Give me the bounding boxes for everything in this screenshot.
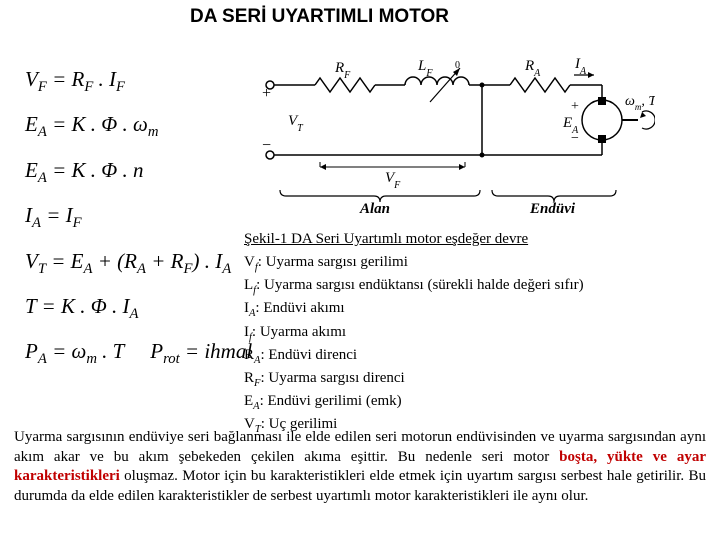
svg-text:+: + <box>262 85 271 102</box>
svg-text:+: + <box>571 99 579 114</box>
def-5: RA: Endüvi direnci <box>244 345 584 368</box>
svg-text:Alan: Alan <box>359 201 390 215</box>
eq-4: IA = IF <box>25 196 252 237</box>
svg-text:−: − <box>262 137 271 154</box>
svg-text:RF: RF <box>334 60 351 81</box>
svg-text:VF: VF <box>385 170 401 191</box>
svg-text:ωm, T: ωm, T <box>625 94 655 112</box>
eq-7: PA = ωm . T Prot = ihmal <box>25 332 252 373</box>
svg-text:VT: VT <box>288 113 304 134</box>
figure-caption: Şekil-1 DA Seri Uyartımlı motor eşdeğer … <box>244 231 528 248</box>
def-2: Lf: Uyarma sargısı endüktansı (sürekli h… <box>244 275 584 298</box>
def-6: RF: Uyarma sargısı direnci <box>244 368 584 391</box>
def-1: Vf: Uyarma sargısı gerilimi <box>244 252 584 275</box>
eq-1: VF = RF . IF <box>25 60 252 101</box>
eq-3: EA = K . Φ . n <box>25 151 252 192</box>
page-title: DA SERİ UYARTIMLI MOTOR <box>190 6 449 28</box>
eq-6: T = K . Φ . IA <box>25 287 252 328</box>
eq-5: VT = EA + (RA + RF) . IA <box>25 242 252 283</box>
svg-text:RA: RA <box>524 58 541 79</box>
def-7: EA: Endüvi gerilimi (emk) <box>244 391 584 414</box>
svg-text:IA: IA <box>574 56 587 77</box>
equation-list: VF = RF . IF EA = K . Φ . ωm EA = K . Φ … <box>25 60 252 378</box>
body-paragraph: Uyarma sargısının endüviye seri bağlanma… <box>14 428 706 506</box>
svg-text:Endüvi: Endüvi <box>529 201 576 215</box>
def-4: If: Uyarma akımı <box>244 322 584 345</box>
svg-text:LF: LF <box>417 58 433 79</box>
definitions-list: Vf: Uyarma sargısı gerilimi Lf: Uyarma s… <box>244 252 584 437</box>
circuit-diagram: + − RF LF 0 RA IA + − EA ωm, T VT VF Al <box>260 50 655 215</box>
def-3: IA: Endüvi akımı <box>244 298 584 321</box>
eq-2: EA = K . Φ . ωm <box>25 105 252 146</box>
